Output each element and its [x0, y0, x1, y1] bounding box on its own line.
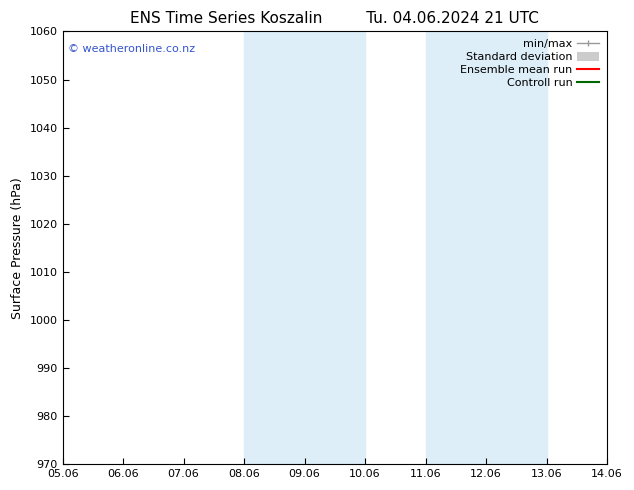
Bar — [244, 31, 365, 464]
Title: ENS Time Series Koszalin         Tu. 04.06.2024 21 UTC: ENS Time Series Koszalin Tu. 04.06.2024 … — [131, 11, 540, 26]
Bar — [425, 31, 547, 464]
Text: © weatheronline.co.nz: © weatheronline.co.nz — [68, 45, 195, 54]
Legend: min/max, Standard deviation, Ensemble mean run, Controll run: min/max, Standard deviation, Ensemble me… — [458, 37, 602, 90]
Y-axis label: Surface Pressure (hPa): Surface Pressure (hPa) — [11, 177, 24, 318]
